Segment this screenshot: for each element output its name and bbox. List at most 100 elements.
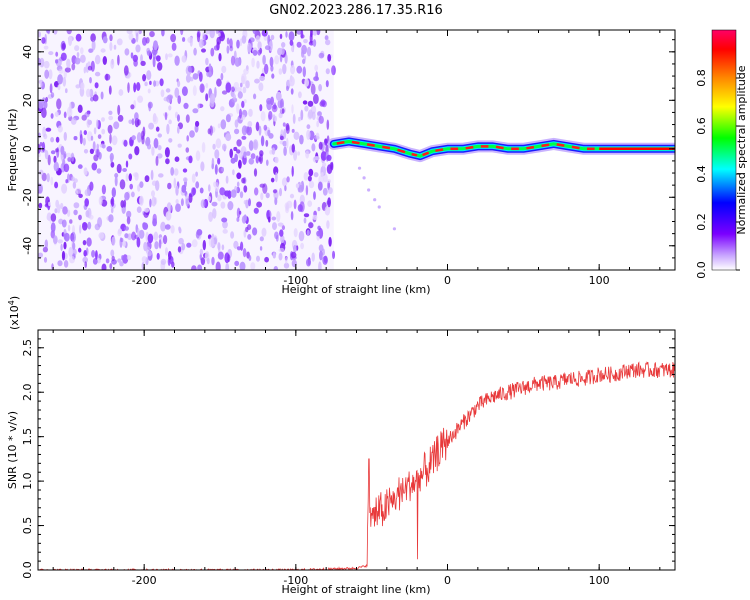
noise-cell (281, 177, 288, 187)
noise-cell (186, 135, 189, 142)
noise-cell (71, 176, 75, 182)
noise-cell (173, 168, 179, 176)
noise-cell (79, 224, 82, 234)
noise-cell (278, 252, 283, 261)
noise-cell (272, 222, 277, 231)
colorbar: 0.0 0.2 0.4 0.6 0.8 Normalized spectral ampl… (695, 29, 748, 279)
noise-cell (314, 64, 319, 72)
noise-cell (78, 214, 82, 221)
noise-cell (262, 54, 266, 65)
noise-cell (254, 187, 259, 196)
noise-cell (222, 143, 227, 151)
noise-cell (156, 252, 160, 260)
noise-cell (167, 182, 172, 190)
noise-cell (82, 240, 87, 246)
noise-cell (236, 181, 240, 188)
noise-cell (295, 183, 300, 188)
noise-cell (306, 258, 311, 267)
noise-cell (116, 163, 122, 174)
noise-cell (74, 57, 81, 65)
noise-cell (241, 125, 248, 136)
noise-cell (252, 49, 258, 56)
noise-cell (225, 82, 232, 93)
noise-cell (144, 207, 150, 213)
noise-cell (284, 53, 288, 64)
noise-cell (166, 123, 170, 135)
y-tick-label: 1.0 (21, 472, 34, 490)
noise-cell (168, 119, 172, 125)
noise-cell (60, 145, 65, 155)
noise-cell (111, 236, 116, 246)
noise-cell (152, 56, 156, 68)
noise-cell (160, 89, 165, 98)
noise-cell (217, 157, 221, 165)
noise-cell (82, 222, 87, 227)
noise-cell (265, 192, 270, 199)
noise-cell (311, 252, 315, 262)
noise-cell (282, 140, 288, 147)
noise-cell (43, 257, 48, 263)
noise-cell (221, 90, 228, 95)
noise-cell (50, 150, 56, 155)
noise-cell (327, 54, 332, 62)
noise-cell (256, 201, 262, 208)
noise-cell (153, 138, 159, 149)
noise-cell (53, 161, 59, 172)
noise-cell (236, 172, 242, 180)
noise-cell (300, 109, 304, 121)
noise-cell (282, 63, 287, 75)
noise-cell (325, 80, 329, 88)
noise-cell (146, 143, 152, 150)
noise-cell (191, 265, 197, 270)
noise-cell (239, 261, 246, 270)
noise-cell (116, 38, 123, 46)
noise-cell (316, 120, 320, 128)
noise-cell (189, 130, 195, 138)
noise-cell (214, 86, 217, 98)
noise-cell (84, 189, 91, 197)
noise-cell (164, 112, 168, 121)
noise-cell (154, 241, 159, 250)
noise-cell (205, 30, 210, 35)
noise-cell (170, 225, 175, 234)
noise-cell (93, 127, 97, 135)
noise-cell (135, 32, 139, 43)
noise-cell (248, 108, 253, 117)
noise-cell (260, 135, 265, 147)
noise-cell (50, 176, 54, 186)
noise-cell (205, 57, 209, 66)
noise-cell (163, 234, 168, 245)
noise-cell (108, 110, 113, 116)
noise-cell (198, 71, 203, 82)
noise-cell (270, 177, 275, 183)
x-tick-label: -100 (283, 574, 308, 587)
noise-cell (261, 227, 267, 237)
noise-cell (298, 91, 302, 99)
noise-cell (98, 232, 105, 240)
noise-cell (128, 153, 133, 160)
noise-cell (259, 75, 265, 82)
noise-cell (39, 142, 43, 147)
noise-cell (80, 47, 84, 55)
noise-cell (199, 248, 204, 256)
noise-cell (255, 35, 261, 42)
noise-cell (242, 248, 247, 258)
noise-cell (41, 172, 47, 182)
noise-cell (38, 202, 43, 209)
noise-cell (298, 230, 305, 242)
scatter-point (367, 188, 371, 192)
noise-cell (291, 128, 295, 133)
noise-cell (177, 126, 180, 134)
noise-cell (124, 233, 129, 239)
noise-cell (260, 192, 264, 201)
noise-cell (236, 87, 242, 93)
noise-cell (83, 130, 88, 136)
noise-cell (312, 214, 318, 220)
noise-cell (52, 235, 58, 245)
noise-cell (270, 34, 275, 41)
noise-cell (289, 193, 295, 199)
noise-cell (170, 33, 177, 43)
noise-cell (111, 187, 117, 198)
noise-cell (283, 262, 290, 269)
colorbar-tick-label: 0.8 (695, 69, 708, 87)
